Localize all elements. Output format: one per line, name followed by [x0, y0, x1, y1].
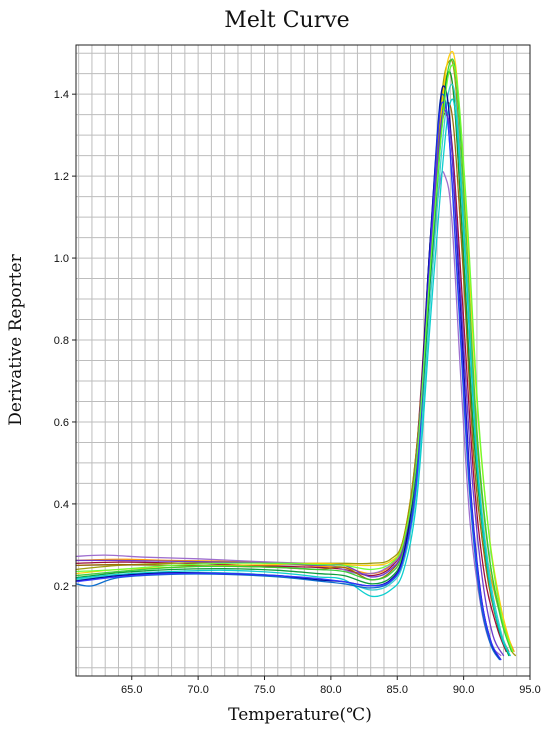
x-tick-label: 80.0	[320, 684, 341, 696]
x-tick-label: 70.0	[187, 684, 208, 696]
y-tick-label: 0.4	[54, 499, 69, 511]
plot-frame	[75, 44, 531, 677]
y-tick-label: 0.6	[54, 417, 69, 429]
x-axis-ticks: 65.0 70.0 75.0 80.0 85.0 90.0 95.0	[121, 676, 541, 696]
y-tick-label: 0.8	[54, 335, 69, 347]
chart-title: Melt Curve	[224, 8, 349, 33]
x-axis-label: Temperature(℃)	[228, 705, 372, 725]
y-tick-label: 1.2	[54, 171, 69, 183]
y-tick-label: 1.4	[54, 89, 69, 101]
x-tick-label: 90.0	[453, 684, 474, 696]
y-axis-ticks: 0.2 0.4 0.6 0.8 1.0 1.2 1.4	[54, 89, 76, 593]
series-line-10	[75, 98, 511, 657]
x-tick-label: 85.0	[387, 684, 408, 696]
x-tick-label: 65.0	[121, 684, 142, 696]
x-tick-label: 75.0	[254, 684, 275, 696]
y-axis-label: Derivative Reporter	[6, 253, 26, 425]
series-line-15	[75, 64, 514, 653]
series-group	[75, 50, 517, 661]
x-tick-label: 95.0	[519, 684, 540, 696]
series-line-13	[75, 101, 502, 661]
y-tick-label: 0.2	[54, 581, 69, 593]
y-tick-label: 1.0	[54, 253, 69, 265]
